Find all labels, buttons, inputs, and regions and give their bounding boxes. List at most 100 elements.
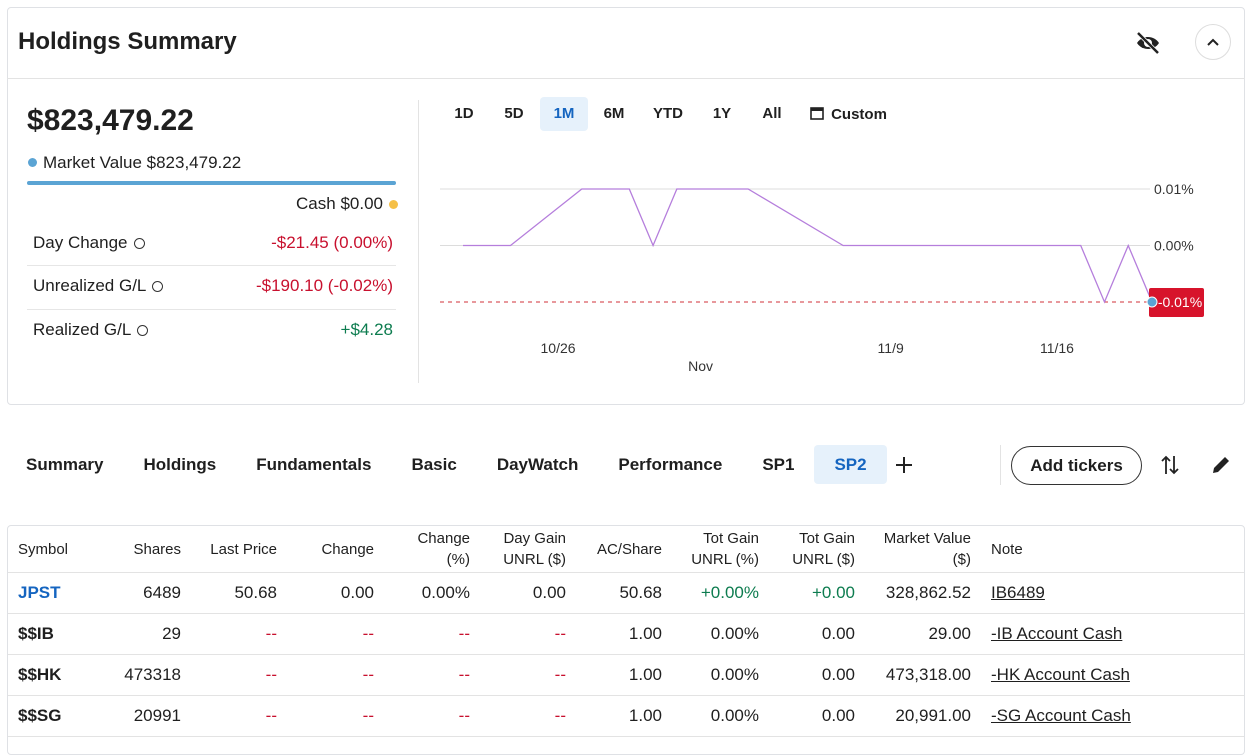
last-label: -0.01%	[1158, 294, 1202, 310]
table-cell[interactable]: -IB Account Cash	[981, 613, 1244, 655]
table-cell: 0.00	[480, 572, 576, 614]
allocation-bar	[27, 181, 396, 185]
range-button[interactable]: Custom	[798, 97, 898, 131]
total-value: $823,479.22	[27, 104, 194, 137]
tab[interactable]: Summary	[26, 455, 104, 474]
tab[interactable]: SP1	[762, 455, 795, 474]
range-button[interactable]: 1D	[440, 97, 488, 131]
range-button[interactable]: All	[748, 97, 796, 131]
label: Cash	[296, 194, 336, 213]
range-label: 1M	[553, 105, 575, 122]
table-cell[interactable]: $$HK	[8, 654, 101, 696]
table-cell: 20,991.00	[865, 695, 981, 737]
range-button[interactable]: 6M	[590, 97, 638, 131]
table-cell[interactable]: $$IB	[8, 613, 101, 655]
column-header: Change (%)	[384, 526, 480, 573]
table-cell: --	[287, 613, 384, 655]
value: $0.00	[340, 194, 383, 213]
tab[interactable]: Fundamentals	[256, 455, 372, 474]
add-tickers-button[interactable]: Add tickers	[1011, 446, 1142, 485]
table-cell[interactable]: JPST	[8, 572, 101, 614]
table-cell: --	[287, 695, 384, 737]
table-cell[interactable]: $$SG	[8, 695, 101, 737]
table-cell: 20991	[101, 695, 191, 737]
collapse-button[interactable]	[1195, 24, 1231, 60]
column-header: Market Value ($)	[865, 526, 981, 573]
row-label: Unrealized G/L	[33, 276, 164, 296]
table-cell: 29.00	[865, 613, 981, 655]
calendar-icon	[810, 107, 824, 120]
info-icon	[133, 238, 145, 250]
range-label: Custom	[831, 106, 887, 123]
table-cell: 50.68	[191, 572, 287, 614]
table-cell: 0.00	[769, 613, 865, 655]
holdings-card: Symbol Shares Last Price Change Change (%) Da…	[7, 525, 1245, 755]
x-tick-label: Nov	[688, 358, 713, 374]
y-tick-label: 0.00%	[1154, 238, 1194, 254]
cash: Cash $0.00	[296, 194, 383, 214]
edit-icon[interactable]	[1210, 454, 1232, 476]
table-cell[interactable]: IB6489	[981, 572, 1244, 614]
tab[interactable]: Performance	[618, 455, 723, 474]
table-cell: +0.00%	[672, 572, 769, 614]
range-button[interactable]: 1Y	[698, 97, 746, 131]
table-cell: --	[287, 654, 384, 696]
table-cell: --	[191, 654, 287, 696]
row-label: Day Change	[33, 233, 145, 253]
tab[interactable]: DayWatch	[496, 455, 579, 474]
table-row: $$HK 473318 -- -- -- -- 1.00 0.00% 0.00 473,318.0…	[8, 654, 1244, 696]
table-cell: 473318	[101, 654, 191, 696]
table-cell: 0.00	[769, 695, 865, 737]
table-cell: 1.00	[576, 613, 672, 655]
range-button[interactable]: 5D	[490, 97, 538, 131]
y-tick-label: 0.01%	[1154, 181, 1194, 197]
hide-icon[interactable]	[1134, 30, 1162, 56]
calendar-top	[811, 108, 824, 111]
column-header: Change	[287, 526, 384, 573]
range-label: All	[762, 105, 782, 122]
table-cell: --	[480, 695, 576, 737]
range-button[interactable]: YTD	[640, 97, 696, 131]
cash-dot	[389, 200, 398, 209]
table-cell: 0.00%	[384, 572, 480, 614]
table-cell: --	[480, 613, 576, 655]
table-cell: 0.00%	[672, 613, 769, 655]
column-header: Day Gain UNRL ($)	[480, 526, 576, 573]
sort-icon[interactable]	[1160, 454, 1180, 476]
market-value: Market Value $823,479.22	[43, 153, 241, 173]
divider	[7, 78, 1245, 79]
column-header: AC/Share	[576, 526, 672, 573]
separator	[27, 309, 396, 310]
row-value: -$21.45 (0.00%)	[271, 233, 393, 252]
market-dot	[28, 158, 37, 167]
tab[interactable]: SP2	[814, 445, 887, 484]
tab[interactable]: Holdings	[143, 455, 217, 474]
value: $823,479.22	[146, 153, 242, 172]
table-cell[interactable]: -HK Account Cash	[981, 654, 1244, 696]
x-tick-label: 11/16	[1040, 340, 1074, 356]
chevron-up	[1207, 38, 1219, 46]
range-button[interactable]: 1M	[540, 97, 588, 131]
table-cell: --	[191, 613, 287, 655]
column-header: Note	[981, 526, 1244, 573]
header-row: Symbol Shares Last Price Change Change (%) Da…	[8, 526, 1244, 573]
range-label: 5D	[504, 105, 524, 122]
row-value: +$4.28	[340, 320, 393, 339]
table-row: $$IB 29 -- -- -- -- 1.00 0.00% 0.00 29.00 -IB Acco…	[8, 613, 1244, 655]
last-label-box	[1149, 288, 1204, 317]
add-tab[interactable]	[894, 455, 914, 475]
table-cell: 0.00	[287, 572, 384, 614]
range-label: 1D	[454, 105, 474, 122]
table-cell: 29	[101, 613, 191, 655]
row-label: Realized G/L	[33, 320, 149, 340]
tab[interactable]: Basic	[411, 455, 457, 474]
table-cell: 0.00%	[672, 695, 769, 737]
summary-card	[7, 7, 1245, 405]
column-header: Shares	[101, 526, 191, 573]
table-cell: 0.00	[769, 654, 865, 696]
table-cell[interactable]: -SG Account Cash	[981, 695, 1244, 737]
column-header: Last Price	[191, 526, 287, 573]
holdings-table: Symbol Shares Last Price Change Change (%) Da…	[8, 526, 1244, 737]
table-cell: --	[384, 613, 480, 655]
tabs: Summary Holdings Fundamentals Basic DayWatch…	[6, 445, 887, 484]
